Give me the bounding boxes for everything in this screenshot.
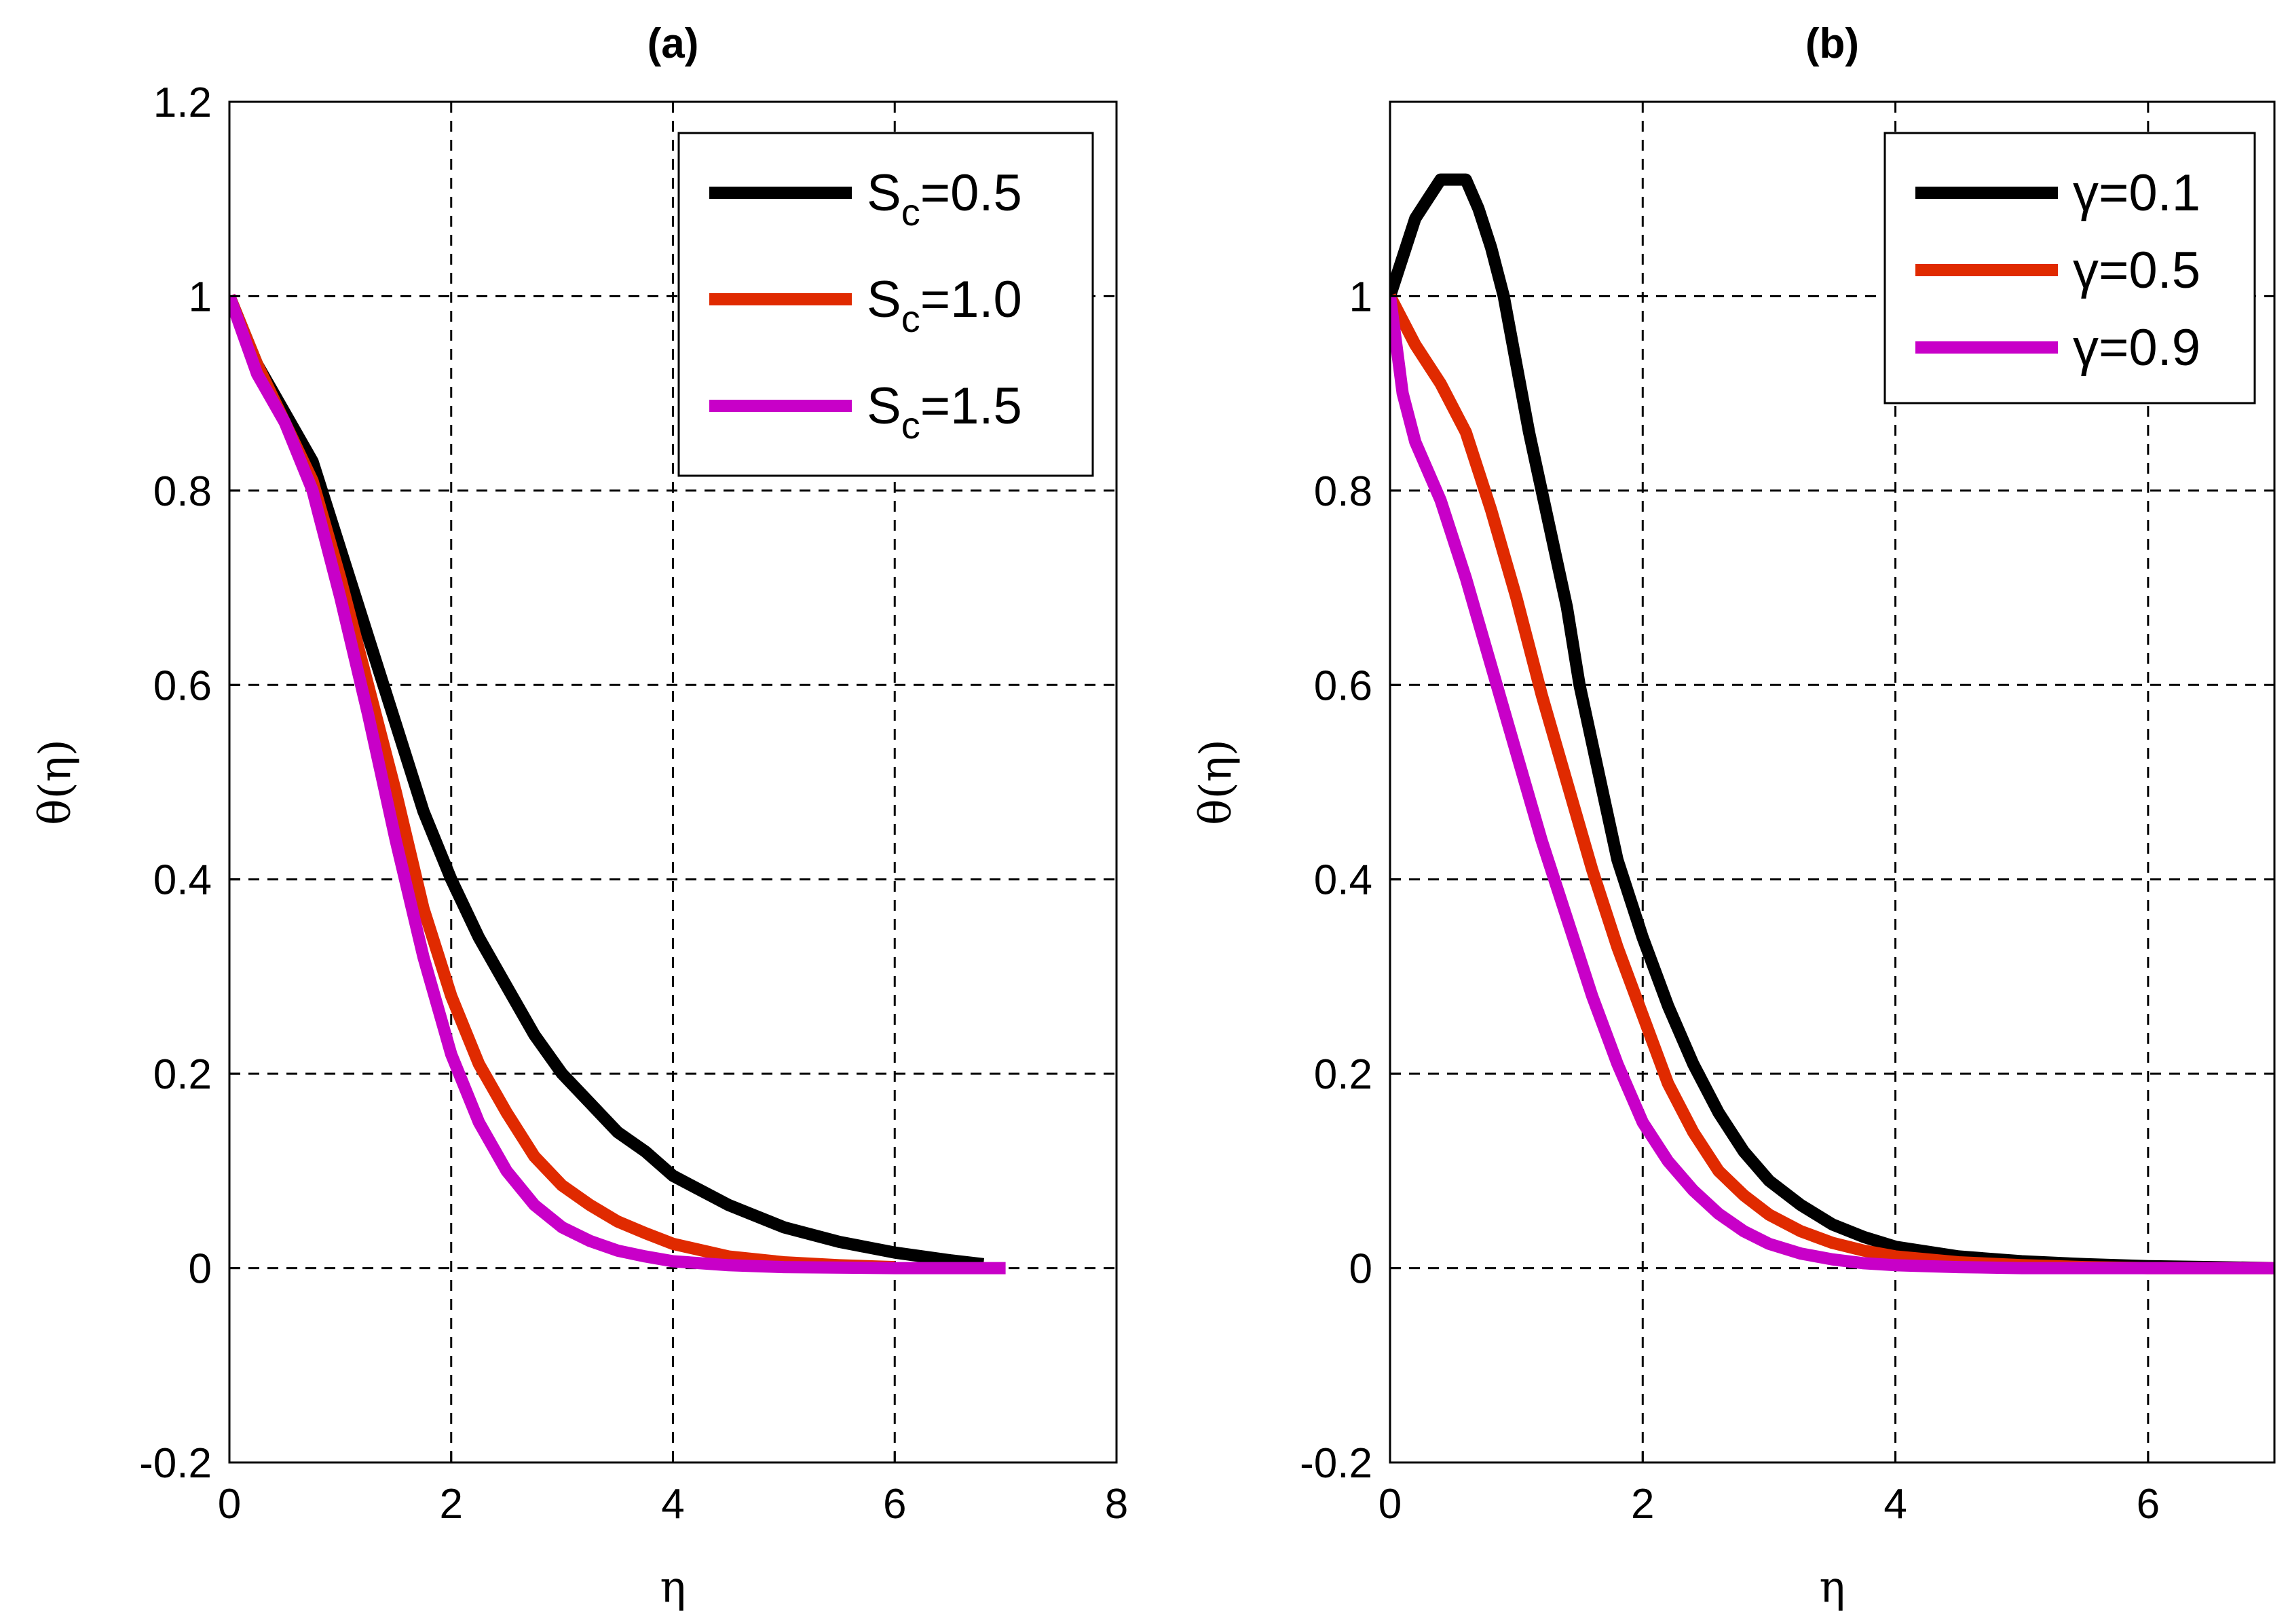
x-tick-label: 2 xyxy=(440,1481,463,1528)
plot-frame xyxy=(1389,100,2276,1464)
legend-label-value: =0.5 xyxy=(920,164,1022,222)
legend-label: Sc=1.0 xyxy=(867,271,1022,340)
legend-label-value: =1.5 xyxy=(920,377,1022,435)
legend-label-value: =0.9 xyxy=(2099,319,2200,377)
x-axis-label: η xyxy=(1819,1562,1845,1612)
legend: Sc=0.5Sc=1.0Sc=1.5 xyxy=(677,132,1094,477)
y-tick-label: 0.4 xyxy=(1314,857,1372,904)
series-line-γ=0.1 xyxy=(1390,173,2274,1274)
legend-label-sub: c xyxy=(901,297,920,340)
series-group xyxy=(229,294,1006,1274)
legend-label-main: γ xyxy=(2073,319,2099,377)
y-tick-label: -0.2 xyxy=(1300,1440,1372,1487)
x-tick-label: 8 xyxy=(1105,1481,1128,1528)
y-tick-label: 0.6 xyxy=(1314,662,1372,709)
panel-title: (b) xyxy=(1805,20,1859,67)
legend-label: Sc=0.5 xyxy=(867,164,1022,233)
y-tick-label: 0.8 xyxy=(153,468,212,515)
y-tick-label: -0.2 xyxy=(139,1440,212,1487)
legend-label: γ=0.1 xyxy=(2073,164,2200,222)
x-tick-label: 0 xyxy=(1379,1481,1402,1528)
y-tick-label: 0.6 xyxy=(153,662,212,709)
x-tick-label: 6 xyxy=(883,1481,906,1528)
panel-title: (a) xyxy=(648,20,699,67)
legend-label-value: =0.5 xyxy=(2099,242,2200,299)
y-tick-label: 0 xyxy=(1349,1246,1372,1293)
legend-label-value: =0.1 xyxy=(2099,164,2200,222)
series-line-γ=0.9 xyxy=(1390,295,2274,1274)
legend: γ=0.1γ=0.5γ=0.9 xyxy=(1883,132,2256,404)
y-tick-label: 0.4 xyxy=(153,857,212,904)
series-line-Sc=1.5 xyxy=(229,294,1006,1274)
y-tick-label: 0.8 xyxy=(1314,468,1372,515)
x-tick-label: 4 xyxy=(1883,1481,1907,1528)
legend-label: γ=0.5 xyxy=(2073,242,2200,299)
legend-label-main: γ xyxy=(2073,242,2099,299)
legend-label: γ=0.9 xyxy=(2073,319,2200,377)
x-tick-label: 0 xyxy=(218,1481,241,1528)
x-tick-label: 2 xyxy=(1631,1481,1654,1528)
y-tick-label: 1.2 xyxy=(153,79,212,126)
legend-label-main: γ xyxy=(2073,164,2099,222)
legend-label-main: S xyxy=(867,271,901,328)
x-axis-label: η xyxy=(660,1562,686,1612)
y-tick-label: 0 xyxy=(189,1246,212,1293)
y-axis-label: θ(η) xyxy=(31,739,81,825)
legend-label: Sc=1.5 xyxy=(867,377,1022,447)
panel-b: 0 2 4 6-0.200.20.40.60.81(b)ηθ(η)γ=0.1γ=0.5… xyxy=(1191,20,2276,1612)
x-tick-label: 4 xyxy=(661,1481,684,1528)
x-tick-label: 6 xyxy=(2137,1481,2160,1528)
y-tick-label: 0.2 xyxy=(153,1051,212,1098)
panel-a: 0 2 4 6 8-0.200.20.40.60.811.2(a)ηθ(η)Sc=0.5… xyxy=(31,20,1128,1612)
legend-label-main: S xyxy=(867,377,901,435)
legend-label-main: S xyxy=(867,164,901,222)
legend-label-sub: c xyxy=(901,191,920,233)
legend-label-value: =1.0 xyxy=(920,271,1022,328)
y-tick-label: 0.2 xyxy=(1314,1051,1372,1098)
y-tick-label: 1 xyxy=(189,273,212,320)
y-tick-label: 1 xyxy=(1349,273,1372,320)
series-line-Sc=0.5 xyxy=(229,294,985,1270)
y-axis-label: θ(η) xyxy=(1191,739,1241,825)
series-group xyxy=(1390,173,2274,1274)
legend-label-sub: c xyxy=(901,404,920,447)
